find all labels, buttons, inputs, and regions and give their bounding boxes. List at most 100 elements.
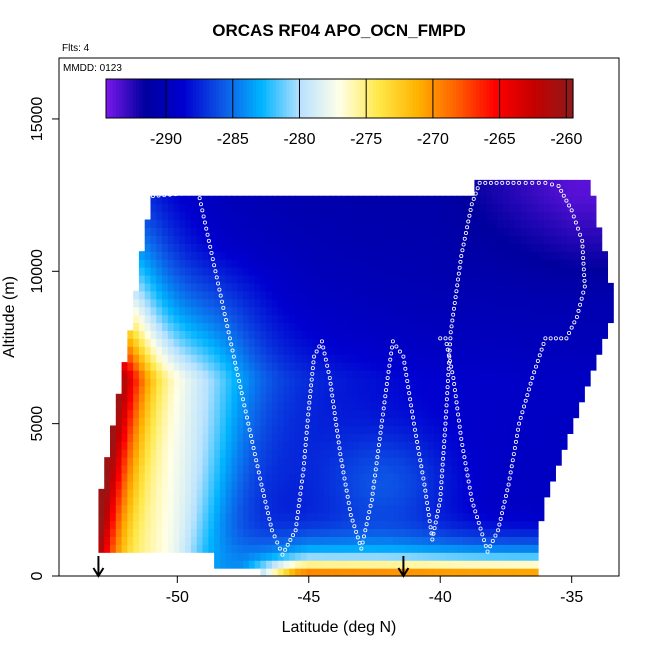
heatmap-cell — [485, 259, 493, 268]
heatmap-cell — [173, 417, 181, 427]
heatmap-cell — [196, 496, 204, 506]
heatmap-cell — [387, 274, 395, 284]
heatmap-cell — [358, 560, 366, 569]
heatmap-cell — [271, 227, 279, 236]
heatmap-cell — [237, 385, 244, 395]
heatmap-cell — [254, 433, 261, 442]
heatmap-cell — [433, 274, 441, 284]
heatmap-cell — [150, 362, 157, 371]
colorbar-segment — [216, 79, 221, 118]
colorbar-segment — [322, 79, 327, 118]
heatmap-cell — [243, 322, 250, 331]
heatmap-cell — [433, 480, 441, 490]
heatmap-cell — [156, 338, 163, 347]
heatmap-cell — [578, 203, 585, 213]
heatmap-cell — [538, 417, 545, 427]
heatmap-cell — [202, 536, 209, 545]
flight-track-point — [355, 535, 360, 540]
heatmap-cell — [219, 314, 227, 324]
heatmap-cell — [457, 504, 464, 514]
heatmap-cell — [283, 259, 290, 268]
heatmap-cell — [358, 354, 366, 363]
heatmap-cell — [370, 370, 377, 379]
heatmap-cell — [208, 457, 215, 466]
colorbar-segment — [499, 79, 504, 118]
heatmap-cell — [474, 409, 481, 419]
heatmap-cell — [243, 370, 250, 379]
heatmap-cell — [156, 473, 163, 482]
heatmap-cell — [277, 195, 285, 205]
heatmap-cell — [451, 346, 458, 355]
heatmap-cell — [248, 227, 256, 236]
heatmap-cell — [324, 512, 331, 522]
heatmap-cell — [254, 393, 261, 403]
heatmap-cell — [231, 211, 238, 221]
heatmap-cell — [468, 235, 475, 244]
heatmap-cell — [451, 385, 458, 395]
heatmap-cell — [219, 520, 227, 530]
heatmap-cell — [526, 179, 533, 189]
heatmap-cell — [237, 457, 244, 466]
heatmap-cell — [457, 322, 464, 331]
heatmap-cell — [572, 211, 580, 221]
flight-track-point — [478, 526, 483, 531]
heatmap-cell — [324, 473, 331, 482]
heatmap-cell — [370, 496, 377, 506]
heatmap-cell — [133, 377, 140, 387]
flight-track-point — [305, 418, 310, 423]
heatmap-cell — [462, 219, 470, 229]
heatmap-cell — [428, 512, 435, 522]
heatmap-cell — [271, 346, 279, 355]
heatmap-cell — [491, 203, 499, 213]
heatmap-cell — [190, 195, 198, 205]
heatmap-cell — [266, 195, 273, 205]
heatmap-cell — [289, 496, 296, 506]
heatmap-cell — [526, 385, 533, 395]
heatmap-cell — [387, 449, 395, 458]
heatmap-cell — [248, 409, 256, 419]
heatmap-cell — [451, 536, 458, 545]
heatmap-cell — [509, 528, 516, 537]
heatmap-cell — [584, 370, 591, 379]
heatmap-cell — [462, 267, 470, 276]
heatmap-cell — [283, 322, 290, 331]
heatmap-cell — [283, 480, 290, 490]
heatmap-cell — [179, 480, 186, 490]
heatmap-cell — [491, 425, 499, 434]
heatmap-cell — [462, 488, 470, 498]
heatmap-cell — [497, 267, 504, 276]
heatmap-cell — [289, 441, 296, 450]
heatmap-cell — [324, 568, 331, 577]
heatmap-cell — [104, 520, 111, 530]
heatmap-cell — [208, 259, 215, 268]
heatmap-cell — [520, 496, 528, 506]
heatmap-cell — [283, 393, 290, 403]
flight-track-point — [574, 314, 579, 319]
heatmap-cell — [433, 298, 441, 308]
heatmap-cell — [480, 449, 487, 458]
heatmap-cell — [352, 433, 360, 442]
heatmap-cell — [173, 282, 181, 292]
heatmap-cell — [133, 417, 140, 427]
heatmap-cell — [190, 480, 198, 490]
heatmap-cell — [491, 227, 499, 236]
heatmap-cell — [277, 441, 285, 450]
heatmap-cell — [231, 401, 238, 411]
flight-track-point — [342, 476, 347, 481]
heatmap-cell — [190, 441, 198, 450]
colorbar-segment — [222, 79, 227, 118]
heatmap-cell — [202, 203, 209, 213]
heatmap-cell — [318, 504, 325, 514]
heatmap-cell — [156, 377, 163, 387]
heatmap-cell — [214, 235, 221, 244]
heatmap-cell — [324, 401, 331, 411]
heatmap-cell — [428, 433, 435, 442]
heatmap-cell — [156, 441, 163, 450]
heatmap-cell — [306, 433, 314, 442]
heatmap-cell — [115, 480, 123, 490]
heatmap-cell — [167, 298, 175, 308]
heatmap-cell — [324, 560, 331, 569]
heatmap-cell — [457, 465, 464, 474]
heatmap-cell — [219, 235, 227, 244]
heatmap-cell — [208, 520, 215, 530]
